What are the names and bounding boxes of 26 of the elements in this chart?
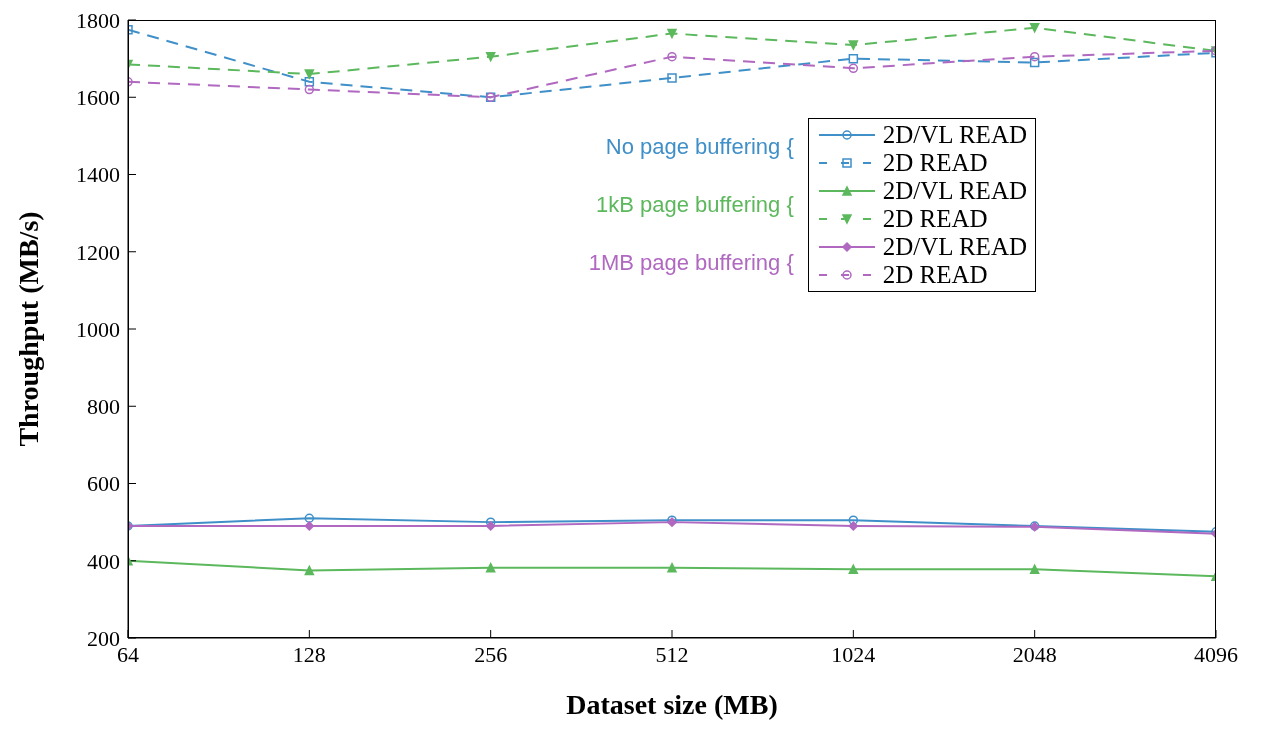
annotation: 1kB page buffering {: [595, 192, 794, 218]
x-tick-label: 1024: [831, 641, 876, 667]
x-tick-label: 512: [655, 641, 689, 667]
legend-label: 2D READ: [882, 149, 988, 177]
legend-label: 2D READ: [882, 261, 988, 289]
y-tick-label: 1000: [76, 316, 120, 342]
legend-label: 2D/VL READ: [882, 177, 1027, 205]
y-tick-label: 1400: [76, 162, 120, 188]
legend-label: 2D/VL READ: [882, 233, 1027, 261]
annotation: No page buffering {: [604, 134, 794, 160]
y-tick-label: 1200: [76, 239, 120, 265]
y-axis-title: Throughput (MB/s): [12, 211, 44, 447]
y-tick-label: 400: [87, 548, 120, 574]
y-tick-label: 600: [87, 471, 120, 497]
x-tick-label: 128: [292, 641, 326, 667]
legend-label: 2D/VL READ: [882, 121, 1027, 149]
x-tick-label: 256: [474, 641, 508, 667]
annotation: 1MB page buffering {: [588, 250, 794, 276]
legend-label: 2D READ: [882, 205, 988, 233]
x-tick-label: 2048: [1012, 641, 1057, 667]
x-tick-label: 4096: [1194, 641, 1238, 667]
y-tick-label: 1800: [76, 7, 120, 33]
y-tick-label: 200: [87, 625, 120, 651]
x-axis-title: Dataset size (MB): [566, 689, 778, 720]
y-tick-label: 800: [87, 394, 120, 420]
y-tick-label: 1600: [76, 85, 120, 111]
